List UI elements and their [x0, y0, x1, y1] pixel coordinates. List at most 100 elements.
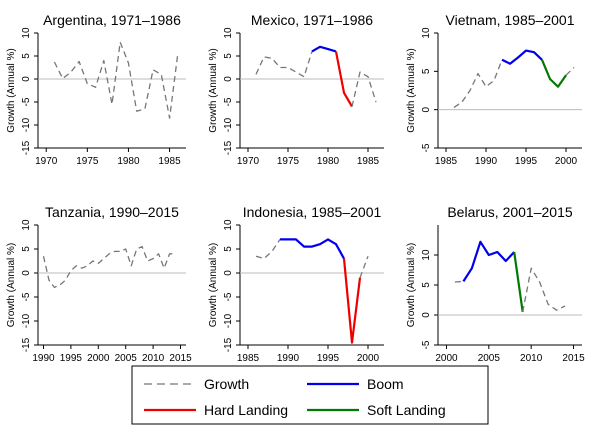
y-tick-label: -15 [223, 140, 234, 155]
y-tick-label: 0 [21, 76, 32, 82]
x-tick-label: 1980 [117, 156, 140, 167]
series-boom [280, 238, 345, 260]
panel-title: Vietnam, 1985–2001 [446, 12, 575, 28]
series-hard [342, 258, 362, 344]
panel-title: Indonesia, 1985–2001 [243, 204, 382, 220]
panel-title: Tanzania, 1990–2015 [45, 204, 179, 220]
panel-indonesia: Indonesia, 1985–2001 -15 -10 -5 0 5 10 1985 1990… [208, 204, 384, 364]
series-growth [522, 267, 566, 313]
y-axis-label: Growth (Annual %) [406, 243, 417, 327]
x-tick-label: 2010 [142, 353, 165, 364]
series-boom [501, 49, 543, 65]
series-soft [513, 251, 524, 313]
y-tick-label: -10 [223, 117, 234, 132]
y-tick-label: -10 [21, 313, 32, 328]
y-tick-label: -15 [223, 337, 234, 352]
y-tick-label: -5 [223, 97, 234, 106]
y-tick-label: 5 [21, 53, 32, 59]
series-growth [255, 239, 281, 260]
y-tick-label: 0 [21, 270, 32, 276]
y-tick-label: -5 [223, 292, 234, 301]
series-soft [540, 59, 567, 88]
x-tick-label: 1975 [277, 156, 300, 167]
panel-title: Belarus, 2001–2015 [447, 204, 573, 220]
y-tick-label: 5 [21, 246, 32, 252]
y-tick-label: -15 [21, 140, 32, 155]
y-tick-label: 5 [421, 68, 432, 74]
y-tick-label: -10 [21, 117, 32, 132]
panel-title: Mexico, 1971–1986 [251, 12, 373, 28]
x-tick-label: 2005 [115, 353, 138, 364]
legend-label-soft: Soft Landing [367, 402, 446, 418]
x-tick-label: 2000 [555, 156, 578, 167]
y-axis-label: Growth (Annual %) [208, 48, 219, 132]
series-growth [359, 255, 369, 279]
x-tick-label: 2010 [520, 353, 543, 364]
y-tick-label: -15 [21, 337, 32, 352]
series-growth [351, 71, 377, 107]
y-tick-label: 10 [21, 219, 32, 231]
x-tick-label: 2000 [87, 353, 110, 364]
x-tick-label: 1990 [32, 353, 55, 364]
x-tick-label: 1970 [237, 156, 260, 167]
legend-label-hard: Hard Landing [204, 402, 288, 418]
y-tick-label: 5 [223, 246, 234, 252]
y-tick-label: 10 [223, 219, 234, 231]
panel-belarus: Belarus, 2001–2015 -5 0 5 10 2000 2005 2010 2015… [406, 204, 585, 364]
y-tick-label: -5 [421, 143, 432, 152]
series-growth [42, 245, 175, 289]
x-tick-label: 1980 [317, 156, 340, 167]
series-growth [565, 67, 575, 76]
y-axis-label: Growth (Annual %) [6, 243, 17, 327]
x-tick-label: 2000 [357, 353, 380, 364]
y-tick-label: 10 [421, 27, 432, 39]
y-tick-label: 10 [421, 249, 432, 261]
y-tick-label: 10 [21, 27, 32, 39]
panel-mexico: Mexico, 1971–1986 -15 -10 -5 0 5 10 1970 1975 198… [208, 12, 384, 167]
legend-label-growth: Growth [204, 376, 249, 392]
series-growth [53, 41, 179, 119]
panel-tanzania: Tanzania, 1990–2015 -15 -10 -5 0 5 10 1990 1995 2… [6, 204, 192, 364]
x-tick-label: 1985 [435, 156, 458, 167]
y-tick-label: -5 [21, 292, 32, 301]
x-tick-label: 1985 [237, 353, 260, 364]
panel-title: Argentina, 1971–1986 [43, 12, 181, 28]
panel-vietnam: Vietnam, 1985–2001 -5 0 5 10 1985 1990 1995 2000… [406, 12, 582, 167]
legend-box [131, 365, 489, 425]
x-tick-label: 1995 [515, 156, 538, 167]
series-growth [255, 51, 313, 78]
y-tick-label: 0 [421, 106, 432, 112]
legend-label-boom: Boom [367, 376, 404, 392]
y-axis-label: Growth (Annual %) [6, 48, 17, 132]
x-tick-label: 1995 [317, 353, 340, 364]
x-tick-label: 1975 [76, 156, 99, 167]
x-tick-label: 2015 [562, 353, 585, 364]
x-tick-label: 1990 [475, 156, 498, 167]
y-axis-label: Growth (Annual %) [406, 48, 417, 132]
x-tick-label: 1985 [158, 156, 181, 167]
series-growth [453, 59, 503, 108]
y-tick-label: 0 [421, 312, 432, 318]
y-tick-label: -5 [421, 340, 432, 349]
y-tick-label: -5 [21, 97, 32, 106]
y-tick-label: 5 [223, 53, 234, 59]
y-tick-label: -10 [223, 313, 234, 328]
y-tick-label: 0 [223, 76, 234, 82]
series-boom [311, 45, 337, 53]
x-tick-label: 2000 [435, 353, 458, 364]
x-tick-label: 1985 [357, 156, 380, 167]
x-tick-label: 1970 [35, 156, 58, 167]
x-tick-label: 1995 [60, 353, 83, 364]
x-tick-label: 1990 [277, 353, 300, 364]
x-tick-label: 2015 [169, 353, 192, 364]
panel-argentina: Argentina, 1971–1986 -15 -10 -5 0 5 10 1970 1975… [6, 12, 186, 167]
series-hard [334, 51, 353, 108]
x-tick-label: 2005 [478, 353, 501, 364]
y-axis-label: Growth (Annual %) [208, 243, 219, 327]
legend: Growth Boom Hard Landing Soft Landing [131, 365, 489, 425]
y-tick-label: 10 [223, 27, 234, 39]
y-tick-label: 0 [223, 270, 234, 276]
series-growth [454, 280, 464, 283]
series-boom [462, 240, 516, 282]
